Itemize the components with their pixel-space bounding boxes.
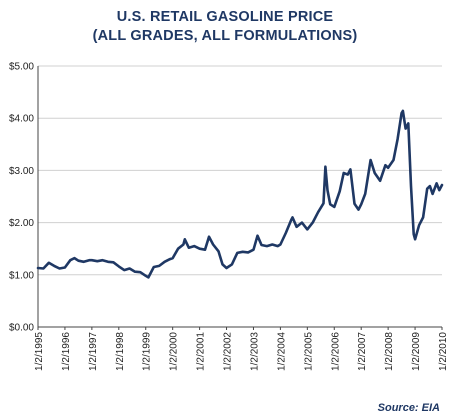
x-tick-label: 1/2/2006 xyxy=(330,332,341,371)
grid-lines xyxy=(38,65,442,328)
x-tick-label: 1/2/2004 xyxy=(276,332,287,371)
x-tick-label: 1/2/2005 xyxy=(303,332,314,371)
chart-subtitle: (ALL GRADES, ALL FORMULATIONS) xyxy=(92,28,358,44)
x-tick-label: 1/2/2001 xyxy=(196,332,207,371)
x-tick-label: 1/2/1995 xyxy=(34,332,45,371)
chart-title-block: U.S. RETAIL GASOLINE PRICE (ALL GRADES, … xyxy=(0,8,450,46)
x-tick-label: 1/2/2003 xyxy=(249,332,260,371)
y-tick-label: $2.00 xyxy=(9,218,34,229)
x-tick-label: 1/2/2009 xyxy=(411,332,422,371)
y-tick-label: $0.00 xyxy=(9,323,34,334)
source-note: Source: EIA xyxy=(377,402,440,414)
x-tick-label: 1/2/1999 xyxy=(142,332,153,371)
y-tick-label: $5.00 xyxy=(9,62,34,73)
series-line xyxy=(36,109,444,279)
x-tick-label: 1/2/2002 xyxy=(223,332,234,371)
y-tick-label: $4.00 xyxy=(9,114,34,125)
y-tick-label: $1.00 xyxy=(9,270,34,281)
x-tick-label: 1/2/2007 xyxy=(357,332,368,371)
x-tick-labels: 1/2/1995 1/2/1996 1/2/1997 1/2/1998 1/2/1999… xyxy=(34,332,449,371)
x-tick-label: 1/2/2000 xyxy=(169,332,180,371)
y-tick-labels: $0.00 $1.00 $2.00 $3.00 $4.00 $5.00 xyxy=(9,62,34,334)
chart-title: U.S. RETAIL GASOLINE PRICE xyxy=(116,9,334,25)
x-tick-label: 1/2/1997 xyxy=(88,332,99,371)
x-tick-label: 1/2/2008 xyxy=(384,332,395,371)
y-tick-label: $3.00 xyxy=(9,166,34,177)
x-tick-label: 1/2/2010 xyxy=(438,332,449,371)
series-lines xyxy=(36,109,444,279)
x-tick-label: 1/2/1996 xyxy=(61,332,72,371)
x-tick-label: 1/2/1998 xyxy=(115,332,126,371)
axes xyxy=(37,66,443,330)
